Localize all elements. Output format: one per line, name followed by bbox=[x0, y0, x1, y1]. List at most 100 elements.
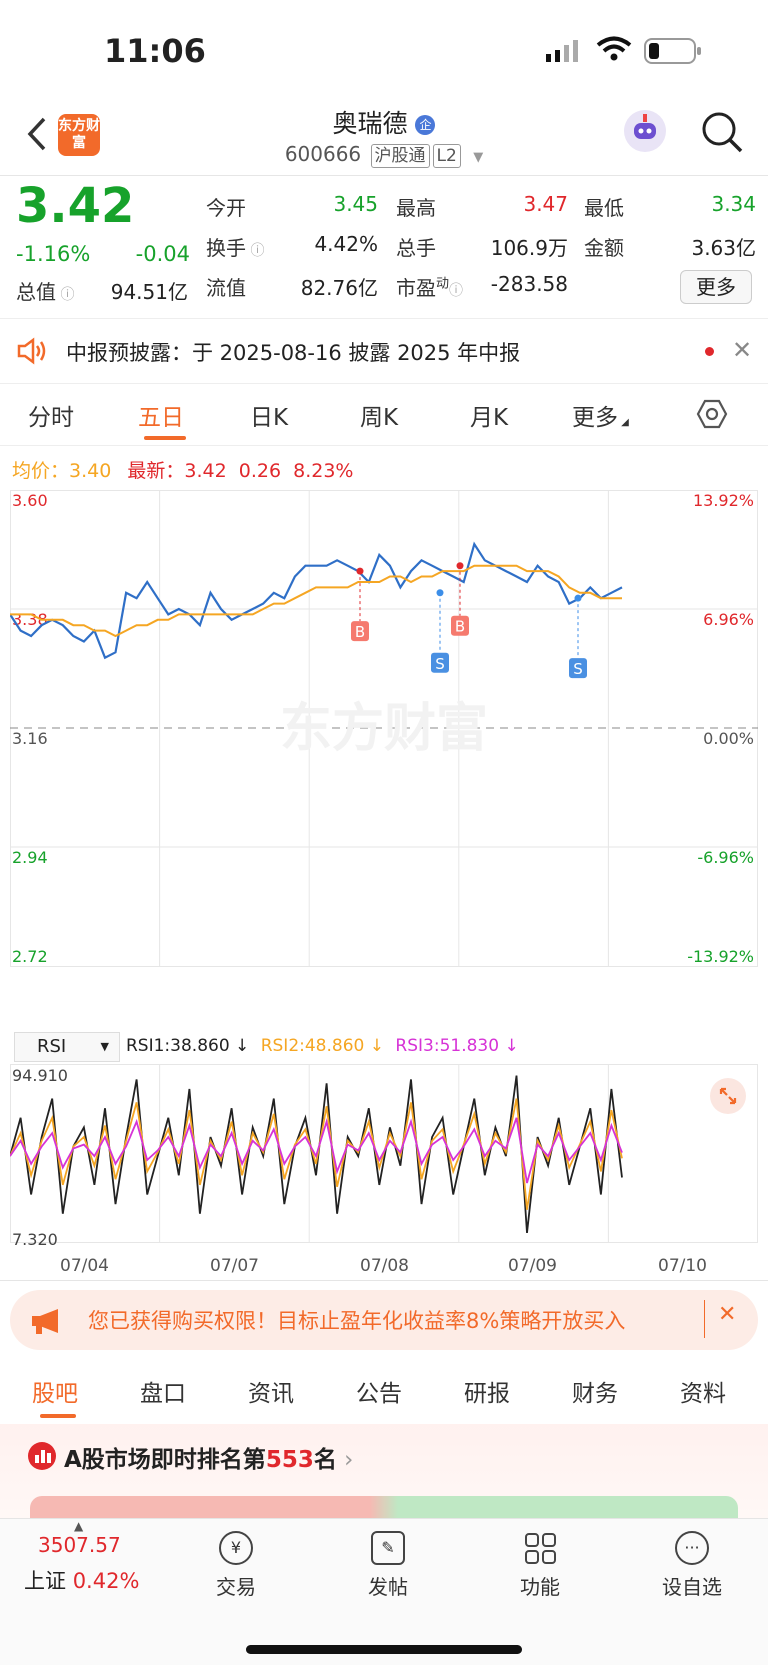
tab-pankou[interactable]: 盘口 bbox=[140, 1381, 186, 1407]
stock-code: 600666 bbox=[284, 142, 362, 166]
tab-monthly-k[interactable]: 月K bbox=[470, 405, 509, 431]
battery-icon bbox=[644, 38, 702, 64]
ranking-text: A股市场即时排名第553名 › bbox=[64, 1447, 354, 1473]
x-label: 07/10 bbox=[658, 1256, 707, 1276]
rsi-max-label: 94.910 bbox=[12, 1066, 68, 1085]
change-percent: -1.16% bbox=[16, 242, 91, 266]
series-line-price bbox=[9, 541, 623, 660]
pe-value: -283.58 bbox=[490, 272, 568, 296]
amount-label: 金额 bbox=[584, 236, 624, 260]
signal-icon bbox=[544, 40, 584, 62]
trade-button[interactable]: ¥ 交易 bbox=[186, 1531, 286, 1600]
promo-text: 您已获得购买权限！目标止盈年化收益率8%策略开放买入 bbox=[88, 1309, 626, 1333]
tab-announcements[interactable]: 公告 bbox=[356, 1381, 402, 1407]
home-indicator bbox=[246, 1645, 522, 1654]
rsi-chart[interactable] bbox=[9, 1064, 758, 1254]
tab-finance[interactable]: 财务 bbox=[572, 1381, 618, 1407]
expand-icon[interactable] bbox=[710, 1078, 746, 1114]
functions-button[interactable]: 功能 bbox=[490, 1531, 590, 1600]
current-price: 3.42 bbox=[16, 178, 135, 234]
unread-dot bbox=[705, 347, 714, 356]
trade-marker-point bbox=[356, 567, 364, 575]
close-icon[interactable]: ✕ bbox=[732, 336, 753, 364]
stock-name: 奥瑞德 企 bbox=[0, 104, 768, 140]
indicator-selector[interactable]: RSI ▼ bbox=[14, 1032, 120, 1062]
bar-chart-icon bbox=[28, 1442, 56, 1470]
tab-news[interactable]: 资讯 bbox=[248, 1381, 294, 1407]
post-button[interactable]: ✎ 发帖 bbox=[338, 1531, 438, 1600]
settings-gear-icon[interactable] bbox=[696, 398, 728, 430]
change-amount: -0.04 bbox=[135, 242, 190, 266]
index-change: 0.42% bbox=[72, 1569, 140, 1593]
robot-assistant-icon[interactable] bbox=[624, 110, 666, 152]
volume-value: 106.9万 bbox=[490, 236, 568, 260]
index-value[interactable]: 3507.57 bbox=[38, 1533, 121, 1557]
edit-icon: ✎ bbox=[371, 1531, 405, 1565]
index-summary[interactable]: 上证 0.42% bbox=[24, 1569, 140, 1593]
ranking-card[interactable]: A股市场即时排名第553名 › bbox=[0, 1424, 768, 1518]
tab-research[interactable]: 研报 bbox=[464, 1381, 510, 1407]
trade-marker-badge bbox=[569, 658, 587, 679]
status-time: 11:06 bbox=[104, 32, 206, 70]
report-notice-banner[interactable]: 中报预披露：于 2025-08-16 披露 2025 年中报 ✕ bbox=[0, 318, 768, 384]
float-value: 82.76亿 bbox=[300, 276, 378, 300]
divider bbox=[0, 1280, 768, 1281]
level2-tag: L2 bbox=[432, 144, 461, 168]
banner-text: 中报预披露：于 2025-08-16 披露 2025 年中报 bbox=[66, 341, 521, 365]
trade-marker-badge bbox=[351, 621, 369, 642]
back-icon[interactable] bbox=[22, 116, 52, 152]
chart-period-tabs: 分时 五日 日K 周K 月K 更多 ◢ bbox=[0, 384, 768, 446]
trade-marker-label: S bbox=[573, 660, 583, 678]
tab-profile[interactable]: 资料 bbox=[680, 1381, 726, 1407]
price-chart[interactable]: 东方财富 3.60 3.38 3.16 2.94 2.72 13.92% 6.96% 0.00%… bbox=[9, 490, 758, 1030]
latest-price: 3.42 bbox=[184, 460, 227, 482]
mktcap-value: 94.51亿 bbox=[110, 280, 188, 304]
x-axis: 07/04 07/07 07/08 07/09 07/10 bbox=[0, 1256, 768, 1280]
tab-more[interactable]: 更多 ◢ bbox=[572, 405, 629, 431]
tab-five-day[interactable]: 五日 bbox=[138, 405, 184, 431]
high-label: 最高 bbox=[396, 196, 436, 220]
stock-code-row: 600666 沪股通 L2 ▼ bbox=[0, 142, 768, 168]
stock-name-text: 奥瑞德 bbox=[332, 109, 408, 138]
wifi-icon bbox=[596, 36, 632, 62]
promo-separator bbox=[704, 1300, 705, 1338]
tab-intraday[interactable]: 分时 bbox=[28, 405, 74, 431]
ranking-number: 553 bbox=[265, 1447, 314, 1473]
speaker-icon bbox=[16, 337, 48, 365]
grid-icon bbox=[523, 1531, 557, 1565]
y-right-label: 13.92% bbox=[693, 491, 754, 510]
x-label: 07/07 bbox=[210, 1256, 259, 1276]
search-icon[interactable] bbox=[700, 110, 744, 154]
y-right-label: -13.92% bbox=[687, 947, 754, 966]
trade-marker-point bbox=[436, 589, 444, 597]
rsi-line-rsi3 bbox=[9, 1117, 623, 1184]
caret-up-icon: ▲ bbox=[74, 1519, 84, 1533]
x-label: 07/08 bbox=[360, 1256, 409, 1276]
latest-change: 0.26 bbox=[238, 460, 282, 482]
y-left-label: 2.72 bbox=[12, 947, 48, 966]
more-button[interactable]: 更多 bbox=[680, 270, 752, 304]
rsi-legend: RSI1:38.860 ↓ RSI2:48.860 ↓ RSI3:51.830 … bbox=[126, 1036, 519, 1056]
tab-daily-k[interactable]: 日K bbox=[250, 405, 289, 431]
chevron-down-icon[interactable]: ▼ bbox=[473, 150, 484, 165]
section-tabs: 股吧 盘口 资讯 公告 研报 财务 资料 bbox=[0, 1360, 768, 1424]
sentiment-bar bbox=[30, 1496, 738, 1518]
open-label: 今开 bbox=[206, 196, 246, 220]
stock-header: 东方财富 奥瑞德 企 600666 沪股通 L2 ▼ bbox=[0, 100, 768, 176]
volume-label: 总手 bbox=[396, 236, 436, 260]
add-watchlist-button[interactable]: ··· 设自选 bbox=[642, 1531, 742, 1600]
promo-close-icon[interactable]: ✕ bbox=[718, 1302, 737, 1327]
yen-exchange-icon: ¥ bbox=[219, 1531, 253, 1565]
tab-guba[interactable]: 股吧 bbox=[32, 1381, 78, 1407]
y-left-label: 3.60 bbox=[12, 491, 48, 510]
trade-marker-badge bbox=[431, 652, 449, 673]
promo-banner[interactable]: 您已获得购买权限！目标止盈年化收益率8%策略开放买入 ✕ bbox=[10, 1290, 758, 1350]
mktcap-label: 总值 ⓘ bbox=[16, 280, 75, 304]
tab-weekly-k[interactable]: 周K bbox=[360, 405, 399, 431]
connect-tag: 沪股通 bbox=[370, 144, 430, 168]
trade-marker-label: B bbox=[455, 618, 465, 636]
latest-change-pct: 8.23% bbox=[293, 460, 354, 482]
section-tab-indicator bbox=[40, 1414, 76, 1418]
open-value: 3.45 bbox=[333, 192, 378, 216]
